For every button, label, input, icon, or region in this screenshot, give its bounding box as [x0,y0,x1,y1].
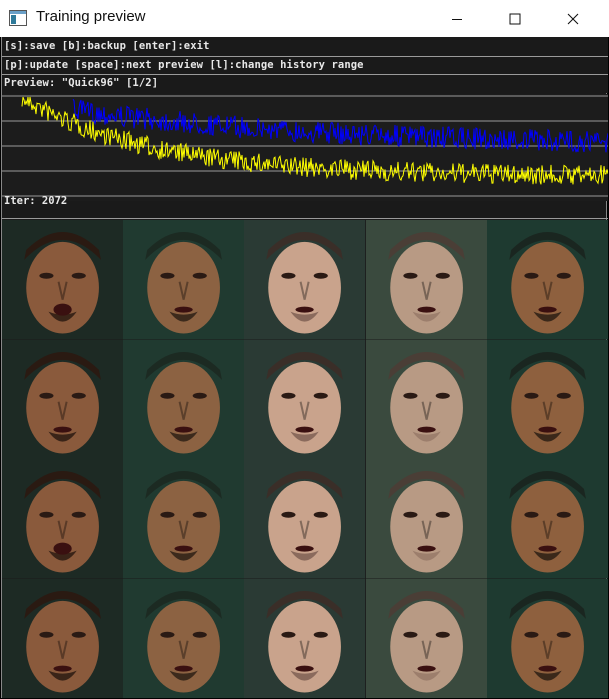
preview-face-dst-face [244,459,366,579]
title-bar: Training preview [0,0,609,37]
preview-face-dst-face [244,339,366,459]
close-icon [567,13,579,24]
preview-face-dst-reconstruction [365,578,487,698]
preview-face-src-reconstruction [123,459,245,579]
preview-face-swap-result [486,578,608,698]
preview-face-dst-reconstruction [365,339,487,459]
preview-face-src-reconstruction [123,339,245,459]
maximize-icon [509,13,521,24]
maximize-button[interactable] [486,0,544,37]
preview-face-dst-face [244,578,366,698]
divider [2,56,608,57]
close-button[interactable] [544,0,602,37]
preview-image-grid [2,220,608,698]
preview-face-src-face [2,578,124,698]
loss-series-src [72,98,608,153]
iteration-counter: Iter: 2072 [4,195,68,207]
loss-history-graph [2,94,608,201]
preview-face-swap-result [486,459,608,579]
preview-face-dst-reconstruction [365,459,487,579]
minimize-button[interactable] [428,0,486,37]
preview-face-dst-reconstruction [365,220,487,340]
terminal-window-icon [9,10,27,26]
preview-face-src-face [2,459,124,579]
loss-series-dst [21,96,608,185]
preview-face-src-reconstruction [123,578,245,698]
preview-face-src-reconstruction [123,220,245,340]
preview-content: [s]:save [b]:backup [enter]:exit [p]:upd… [1,37,608,698]
divider [2,74,608,75]
minimize-icon [452,18,462,20]
preview-label: Preview: "Quick96" [1/2] [4,77,159,89]
window-title: Training preview [36,8,146,25]
hotkeys-line-1: [s]:save [b]:backup [enter]:exit [4,40,210,52]
info-panel: [s]:save [b]:backup [enter]:exit [p]:upd… [2,37,608,93]
preview-face-dst-face [244,220,366,340]
preview-face-swap-result [486,220,608,340]
hotkeys-line-2: [p]:update [space]:next preview [l]:chan… [4,59,364,71]
preview-face-src-face [2,220,124,340]
preview-face-src-face [2,339,124,459]
divider [2,218,608,219]
preview-face-swap-result [486,339,608,459]
